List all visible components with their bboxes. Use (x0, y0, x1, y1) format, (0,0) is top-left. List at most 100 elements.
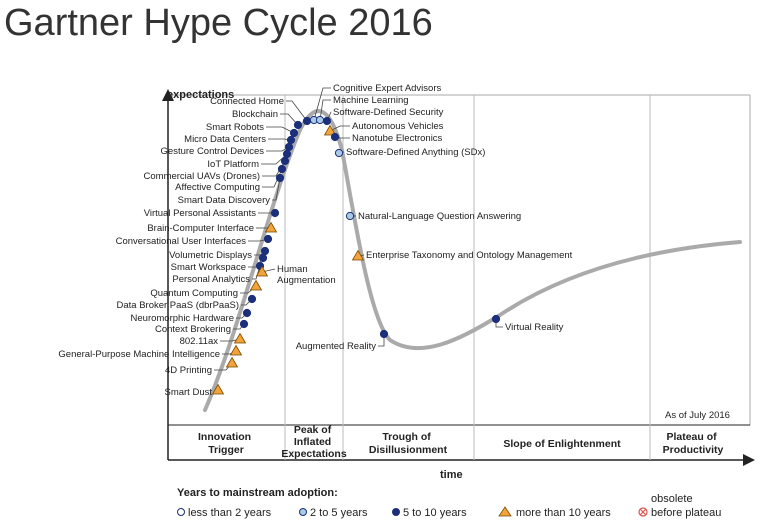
tech-label: Neuromorphic Hardware (131, 313, 234, 324)
marker-5-to-10-years (330, 132, 340, 142)
phase-slope-of-enlightenment: Slope of Enlightenment (503, 438, 621, 450)
tech-label: Quantum Computing (150, 288, 238, 299)
tech-label: Smart Workspace (171, 262, 246, 273)
marker-5-to-10-years (275, 173, 285, 183)
tech-volumetric-displays: Volumetric Displays (169, 246, 270, 261)
phase-plateau-of-productivity: Plateau of Productivity (663, 431, 724, 456)
marker-5-to-10-years (302, 116, 312, 126)
leader-line (252, 265, 261, 280)
legend-obsolete-label: obsolete before plateau (651, 493, 721, 519)
tech-label: Conversational User Interfaces (116, 236, 247, 247)
marker-5-to-10-years (239, 319, 249, 329)
marker-more-than-10-years (229, 344, 243, 356)
legend-gt10-marker (498, 506, 512, 517)
tech-label: Smart Data Discovery (178, 195, 271, 206)
tech-label: General-Purpose Machine Intelligence (58, 349, 220, 360)
legend-lt2-marker (177, 508, 185, 516)
tech-gesture-control-devices: Gesture Control Devices (161, 142, 294, 157)
as-of-note: As of July 2016 (665, 410, 730, 421)
tech-label: Augmented Reality (296, 341, 377, 352)
tech-micro-data-centers: Micro Data Centers (184, 134, 296, 145)
legend-title: Years to mainstream adoption: (177, 487, 338, 499)
phase-trough-of-disillusionment: Trough of Disillusionment (369, 431, 448, 456)
tech-quantum-computing: Quantum Computing (150, 279, 263, 299)
tech-iot-platform: IoT Platform (207, 149, 292, 170)
marker-5-to-10-years (284, 142, 294, 152)
tech-label: Personal Analytics (172, 274, 250, 285)
tech-label: Software-Defined Security (333, 107, 444, 118)
tech-label: Commercial UAVs (Drones) (144, 171, 260, 182)
tech-label: IoT Platform (207, 159, 259, 170)
tech-label: Software-Defined Anything (SDx) (346, 147, 485, 158)
tech-data-broker-paas-dbrpaas: Data Broker PaaS (dbrPaaS) (116, 294, 257, 311)
tech-smart-dust: Smart Dust (164, 383, 225, 398)
x-axis-label: time (440, 469, 463, 481)
tech-label: Blockchain (232, 109, 278, 120)
marker-more-than-10-years (323, 124, 337, 136)
tech-context-brokering: Context Brokering (155, 319, 249, 335)
page-title: Gartner Hype Cycle 2016 (4, 2, 433, 44)
legend-gt10-label: more than 10 years (516, 507, 611, 519)
tech-label: Enterprise Taxonomy and Ontology Managem… (366, 250, 573, 261)
marker-2-to-5-years (345, 211, 355, 221)
tech-software-defined-anything-sdx: Software-Defined Anything (SDx) (334, 147, 485, 158)
marker-more-than-10-years (264, 221, 278, 233)
marker-5-to-10-years (247, 294, 257, 304)
tech-blockchain: Blockchain (232, 109, 303, 130)
technology-layer: Connected Home Blockchain Smart RobotsMicr… (58, 83, 572, 398)
tech-label: Affective Computing (175, 182, 260, 193)
marker-5-to-10-years (270, 208, 280, 218)
tech-enterprise-taxonomy-and-ontology-management: Enterprise Taxonomy and Ontology Managem… (351, 249, 573, 261)
marker-5-to-10-years (491, 314, 501, 324)
legend-2to5-marker (299, 508, 307, 516)
tech-natural-language-question-answering: Natural-Language Question Answering (345, 211, 521, 222)
legend-obsolete-cross (640, 509, 646, 515)
tech-general-purpose-machine-intelligence: General-Purpose Machine Intelligence (58, 344, 243, 360)
marker-5-to-10-years (242, 308, 252, 318)
tech-label: Machine Learning (333, 95, 409, 106)
marker-more-than-10-years (351, 249, 365, 261)
tech-smart-robots: Smart Robots (206, 122, 299, 138)
tech-virtual-personal-assistants: Virtual Personal Assistants (144, 208, 280, 219)
tech-virtual-reality: Virtual Reality (491, 314, 564, 333)
phase-innovation-trigger: Innovation Trigger (198, 431, 254, 456)
marker-5-to-10-years (280, 156, 290, 166)
tech-software-defined-security: Software-Defined Security (322, 107, 444, 126)
tech-conversational-user-interfaces: Conversational User Interfaces (116, 234, 273, 247)
marker-more-than-10-years (255, 265, 269, 277)
tech-label: Brain-Computer Interface (147, 223, 254, 234)
tech-autonomous-vehicles: Autonomous Vehicles (323, 121, 444, 136)
tech-label: Cognitive Expert Advisors (333, 83, 441, 94)
marker-more-than-10-years (211, 383, 225, 395)
marker-5-to-10-years (282, 149, 292, 159)
tech-brain-computer-interface: Brain-Computer Interface (147, 221, 278, 234)
tech-augmented-reality: Augmented Reality (296, 329, 389, 352)
tech-nanotube-electronics: Nanotube Electronics (330, 132, 443, 144)
marker-2-to-5-years (315, 115, 325, 125)
marker-5-to-10-years (260, 246, 270, 256)
tech-label: Data Broker PaaS (dbrPaaS) (116, 300, 239, 311)
tech-label: Natural-Language Question Answering (358, 211, 521, 222)
tech-human-augmentation: Human Augmentation (255, 264, 336, 286)
marker-5-to-10-years (258, 253, 268, 263)
leader-line (313, 87, 331, 121)
marker-5-to-10-years (322, 116, 332, 126)
marker-2-to-5-years (334, 148, 344, 158)
tech-label: Micro Data Centers (184, 134, 266, 145)
tech-label: Volumetric Displays (169, 250, 252, 261)
marker-more-than-10-years (233, 332, 247, 344)
tech-connected-home: Connected Home (210, 96, 312, 126)
leader-line (266, 126, 295, 134)
marker-5-to-10-years (293, 120, 303, 130)
tech-4d-printing: 4D Printing (165, 356, 239, 376)
tech-label: Autonomous Vehicles (352, 121, 444, 132)
leader-line (319, 99, 331, 121)
leader-line (329, 125, 350, 132)
tech-label: 802.11ax (180, 336, 219, 347)
legend-lt2-label: less than 2 years (188, 507, 272, 519)
marker-5-to-10-years (286, 135, 296, 145)
marker-5-to-10-years (263, 234, 273, 244)
tech-label: Smart Dust (164, 387, 212, 398)
y-axis-label: expectations (167, 89, 234, 101)
